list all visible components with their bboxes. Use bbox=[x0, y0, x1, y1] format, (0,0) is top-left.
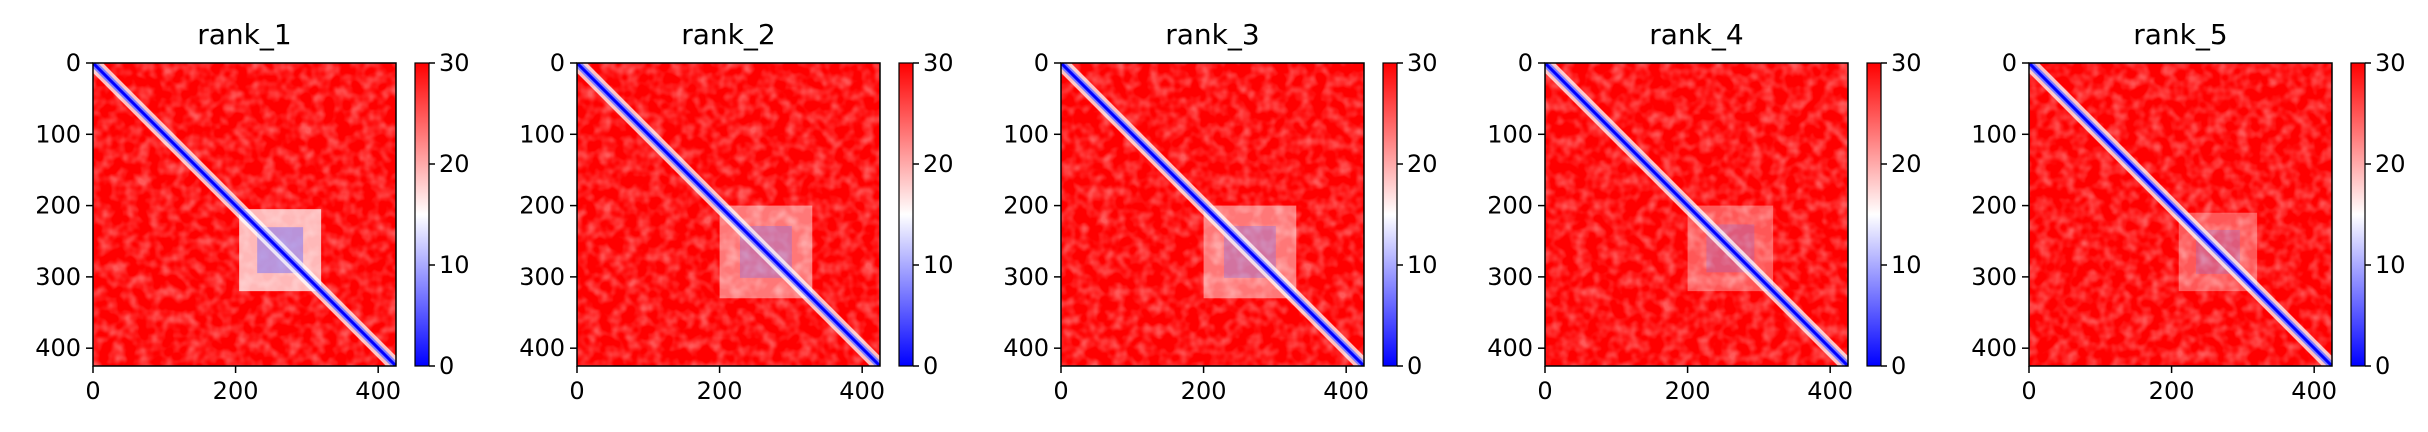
colorbar-tick-label: 0 bbox=[923, 352, 938, 380]
y-tick-label: 400 bbox=[35, 334, 81, 362]
x-tick-label: 0 bbox=[2021, 377, 2036, 405]
y-tick-label: 100 bbox=[1487, 120, 1533, 148]
y-tick-label: 0 bbox=[1034, 49, 1049, 77]
y-tick-label: 400 bbox=[519, 334, 565, 362]
y-tick-label: 400 bbox=[1487, 334, 1533, 362]
panel-title: rank_3 bbox=[1165, 18, 1259, 51]
y-tick-label: 100 bbox=[1971, 120, 2017, 148]
panel-title: rank_2 bbox=[681, 18, 775, 51]
colorbar-tick-label: 20 bbox=[1891, 150, 1922, 178]
x-tick-label: 400 bbox=[839, 377, 885, 405]
colorbar bbox=[1866, 62, 1882, 367]
y-tick-label: 100 bbox=[1003, 120, 1049, 148]
colorbar-tick-label: 30 bbox=[1891, 49, 1922, 77]
x-tick-label: 0 bbox=[1537, 377, 1552, 405]
axes-frame bbox=[2028, 62, 2333, 367]
diagonal-core bbox=[2029, 63, 2332, 366]
colorbar-tick-label: 30 bbox=[2375, 49, 2406, 77]
diagonal-core bbox=[93, 63, 396, 366]
diagonal-core bbox=[1545, 63, 1848, 366]
diagonal-core bbox=[577, 63, 880, 366]
y-tick-label: 0 bbox=[550, 49, 565, 77]
x-tick-label: 0 bbox=[569, 377, 584, 405]
y-tick-label: 300 bbox=[519, 263, 565, 291]
x-tick-label: 200 bbox=[213, 377, 259, 405]
colorbar bbox=[898, 62, 914, 367]
colorbar-tick-label: 10 bbox=[1891, 251, 1922, 279]
x-tick-label: 0 bbox=[1053, 377, 1068, 405]
diagonal-core bbox=[1061, 63, 1364, 366]
colorbar-tick-label: 20 bbox=[923, 150, 954, 178]
x-tick-label: 0 bbox=[85, 377, 100, 405]
y-tick-label: 200 bbox=[1487, 192, 1533, 220]
axes-frame bbox=[92, 62, 397, 367]
panels-group: rank_10 200 40001002003004000102030rank_20… bbox=[35, 18, 2405, 405]
x-tick-label: 400 bbox=[355, 377, 401, 405]
y-tick-label: 300 bbox=[1487, 263, 1533, 291]
heatmap-image bbox=[1545, 63, 1848, 366]
colorbar-tick-label: 30 bbox=[1407, 49, 1438, 77]
x-tick-label: 200 bbox=[2149, 377, 2195, 405]
y-tick-label: 300 bbox=[35, 263, 81, 291]
y-tick-label: 100 bbox=[35, 120, 81, 148]
heatmap-image bbox=[93, 63, 396, 366]
colorbar-tick-label: 0 bbox=[1891, 352, 1906, 380]
colorbar bbox=[414, 62, 430, 367]
x-tick-label: 200 bbox=[697, 377, 743, 405]
colorbar bbox=[1382, 62, 1398, 367]
heatmap-image bbox=[1061, 63, 1364, 366]
y-tick-label: 400 bbox=[1003, 334, 1049, 362]
y-tick-label: 0 bbox=[66, 49, 81, 77]
x-tick-label: 400 bbox=[2291, 377, 2337, 405]
panel-title: rank_4 bbox=[1649, 18, 1743, 51]
axes-frame bbox=[1544, 62, 1849, 367]
colorbar bbox=[2350, 62, 2366, 367]
y-tick-label: 0 bbox=[2002, 49, 2017, 77]
colorbar-tick-label: 20 bbox=[1407, 150, 1438, 178]
x-tick-label: 400 bbox=[1323, 377, 1369, 405]
colorbar-tick-label: 10 bbox=[439, 251, 470, 279]
colorbar-tick-label: 30 bbox=[923, 49, 954, 77]
x-tick-label: 200 bbox=[1181, 377, 1227, 405]
axes-frame bbox=[576, 62, 881, 367]
panel-title: rank_5 bbox=[2133, 18, 2227, 51]
y-tick-label: 200 bbox=[1003, 192, 1049, 220]
y-tick-label: 300 bbox=[1971, 263, 2017, 291]
y-tick-label: 0 bbox=[1518, 49, 1533, 77]
colorbar-tick-label: 0 bbox=[2375, 352, 2390, 380]
colorbar-tick-label: 0 bbox=[1407, 352, 1422, 380]
colorbar-tick-label: 20 bbox=[2375, 150, 2406, 178]
y-tick-label: 100 bbox=[519, 120, 565, 148]
panel-title: rank_1 bbox=[197, 18, 291, 51]
y-tick-label: 200 bbox=[519, 192, 565, 220]
colorbar-tick-label: 0 bbox=[439, 352, 454, 380]
heatmap-image bbox=[2029, 63, 2332, 366]
y-tick-label: 200 bbox=[1971, 192, 2017, 220]
y-tick-label: 200 bbox=[35, 192, 81, 220]
heatmap-image bbox=[577, 63, 880, 366]
colorbar-tick-label: 30 bbox=[439, 49, 470, 77]
colorbar-tick-label: 20 bbox=[439, 150, 470, 178]
y-tick-label: 400 bbox=[1971, 334, 2017, 362]
colorbar-tick-label: 10 bbox=[2375, 251, 2406, 279]
colorbar-tick-label: 10 bbox=[923, 251, 954, 279]
x-tick-label: 200 bbox=[1665, 377, 1711, 405]
y-tick-label: 300 bbox=[1003, 263, 1049, 291]
x-tick-label: 400 bbox=[1807, 377, 1853, 405]
axes-frame bbox=[1060, 62, 1365, 367]
colorbar-tick-label: 10 bbox=[1407, 251, 1438, 279]
